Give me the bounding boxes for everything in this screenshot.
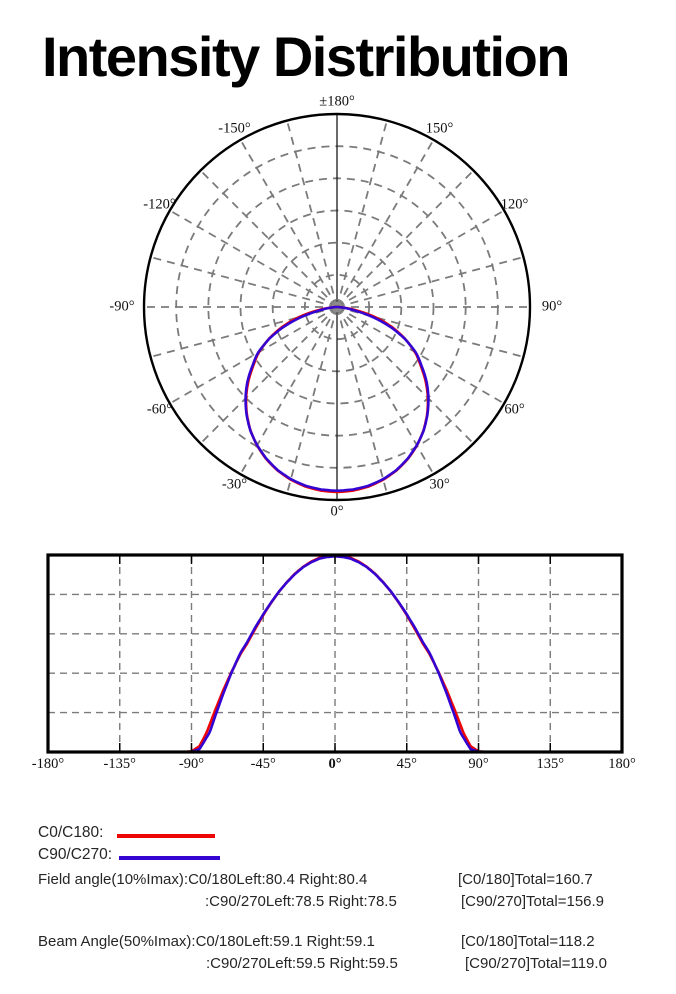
- cart-x-tick-label: 90°: [468, 756, 489, 772]
- cart-x-tick-label: 135°: [536, 756, 565, 772]
- polar-spoke: [169, 306, 338, 405]
- polar-spoke: [199, 306, 338, 445]
- polar-angle-label: -30°: [221, 476, 248, 493]
- cartesian-chart: [46, 553, 624, 754]
- polar-angle-label: 60°: [504, 401, 525, 417]
- polar-spoke: [286, 306, 338, 494]
- polar-spoke: [336, 306, 505, 405]
- cart-x-tick-label: 0°: [328, 756, 342, 772]
- polar-angle-label: -120°: [143, 196, 176, 212]
- polar-angle-label: 90°: [541, 298, 563, 315]
- legend-line-c0-c180: [117, 834, 215, 838]
- cart-x-tick-label: -45°: [250, 756, 276, 772]
- polar-spoke: [199, 169, 338, 308]
- polar-spoke: [336, 169, 475, 308]
- polar-angle-label: -150°: [218, 120, 251, 137]
- beam-angle-c90-total: [C90/270]Total=119.0: [465, 955, 607, 972]
- field-angle-c90-total: [C90/270]Total=156.9: [461, 893, 605, 910]
- polar-spoke: [336, 139, 435, 308]
- field-angle-c0-line: Field angle(10%Imax):C0/180Left:80.4 Rig…: [38, 871, 368, 888]
- polar-spoke: [239, 139, 338, 308]
- polar-angle-label: 120°: [500, 196, 529, 212]
- polar-angle-label: -60°: [146, 401, 173, 417]
- legend-line-c90-c270: [119, 856, 220, 860]
- polar-spoke: [150, 256, 338, 308]
- polar-spoke: [336, 120, 388, 308]
- page-title: Intensity Distribution: [42, 25, 571, 88]
- cart-x-tick-label: 45°: [396, 756, 417, 772]
- legend-label-c90-c270: C90/C270:: [38, 846, 113, 863]
- polar-spoke: [336, 209, 505, 308]
- polar-angle-label: -90°: [109, 298, 135, 315]
- polar-outer-circle: [142, 112, 532, 502]
- legend-label-c0-c180: C0/C180:: [38, 824, 104, 841]
- field-angle-c90-line: :C90/270Left:78.5 Right:78.5: [205, 893, 397, 910]
- polar-spoke: [336, 306, 388, 494]
- beam-angle-c0-line: Beam Angle(50%Imax):C0/180Left:59.1 Righ…: [38, 933, 375, 950]
- field-angle-c0-total: [C0/180]Total=160.7: [458, 871, 593, 888]
- cart-x-tick-label: -135°: [103, 756, 136, 772]
- beam-angle-c0-total: [C0/180]Total=118.2: [461, 933, 595, 950]
- cart-x-tick-label: -90°: [178, 756, 205, 772]
- polar-spoke: [336, 306, 475, 445]
- cart-x-tick-label: 180°: [608, 756, 636, 772]
- polar-angle-label: 150°: [425, 120, 454, 137]
- cart-x-tick-label: -180°: [31, 756, 65, 772]
- polar-angle-label: 0°: [330, 503, 344, 520]
- beam-angle-c90-line: :C90/270Left:59.5 Right:59.5: [206, 955, 398, 972]
- polar-chart: [142, 112, 532, 502]
- polar-angle-label: ±180°: [319, 93, 355, 110]
- polar-spoke: [336, 256, 524, 308]
- polar-curve-c90-c270: [244, 305, 430, 493]
- polar-angle-label: 30°: [429, 476, 450, 493]
- polar-spoke: [169, 209, 338, 308]
- polar-spoke: [286, 120, 338, 308]
- cart-plot-border: [46, 553, 624, 754]
